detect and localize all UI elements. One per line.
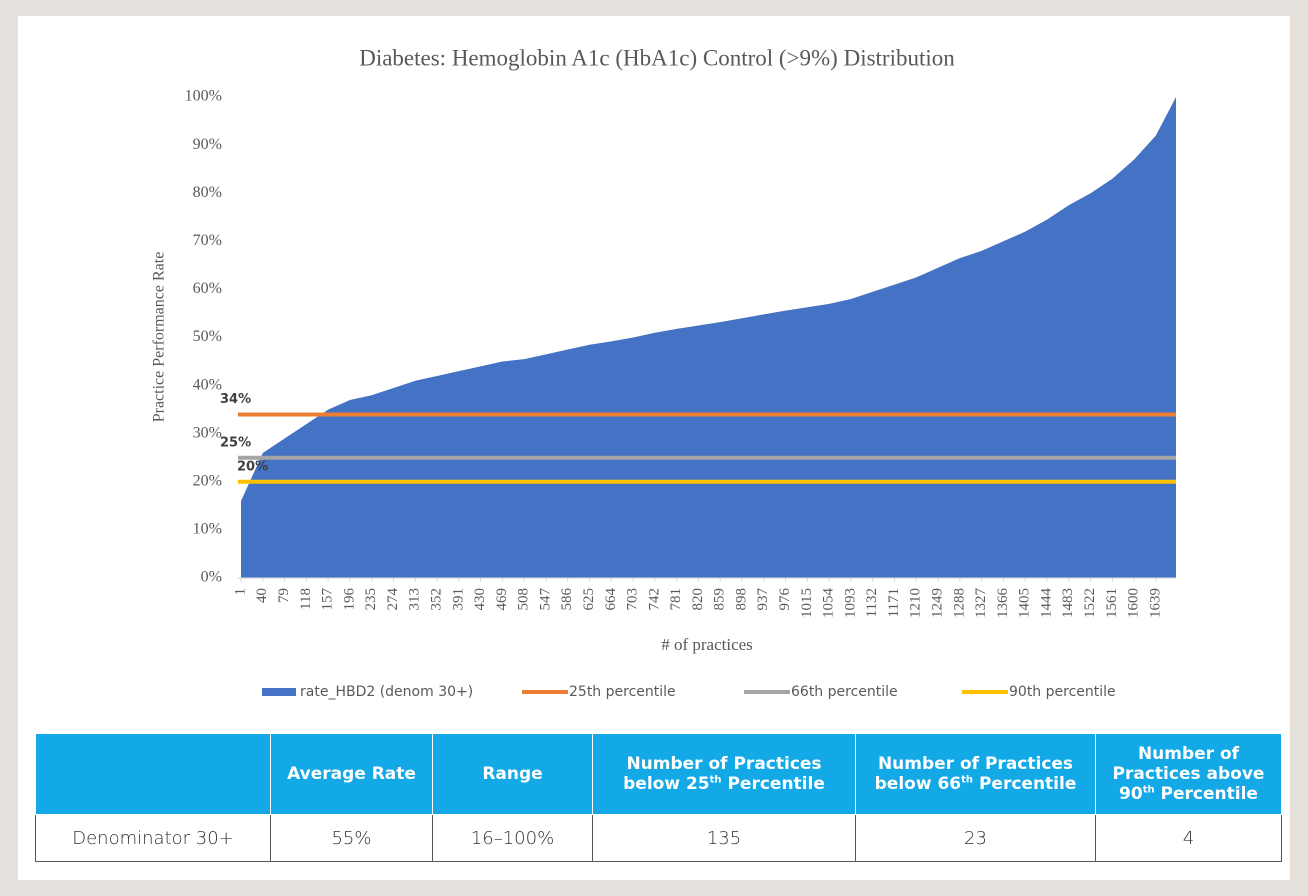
y-tick-label: 100% (185, 88, 222, 105)
legend-label: rate_HBD2 (denom 30+) (300, 684, 473, 700)
x-tick-label: 1522 (1082, 588, 1098, 618)
table-cell: 135 (592, 814, 856, 862)
x-tick-label: 820 (690, 588, 706, 611)
percentile-label: 34% (220, 392, 251, 407)
header-text: Number of Practices above 90 (1112, 744, 1265, 804)
header-text: Percentile (1154, 784, 1258, 804)
table-cell: Denominator 30+ (35, 814, 271, 862)
x-tick-label: 1600 (1126, 588, 1142, 618)
x-tick-label: 196 (341, 588, 357, 611)
x-tick-label: 1054 (821, 588, 837, 619)
x-tick-label: 391 (450, 588, 466, 611)
x-tick-label: 1561 (1104, 588, 1120, 618)
summary-table: Average Rate Range Number of Practices bel… (35, 733, 1282, 862)
x-tick-label: 157 (320, 588, 336, 611)
y-tick-label: 0% (201, 569, 222, 586)
table-cell: 23 (855, 814, 1096, 862)
x-tick-label: 859 (712, 588, 728, 611)
x-tick-label: 79 (276, 588, 292, 603)
y-tick-label: 40% (193, 376, 222, 393)
legend-label: 25th percentile (569, 684, 676, 700)
header-row: Average Rate Range Number of Practices bel… (35, 733, 1282, 815)
y-tick-label: 90% (193, 136, 222, 153)
x-tick-label: 703 (625, 588, 641, 611)
x-tick-label: 1444 (1038, 588, 1054, 619)
y-tick-label: 10% (193, 521, 222, 538)
x-tick-label: 1366 (995, 588, 1011, 619)
x-tick-label: 508 (516, 588, 532, 611)
header-sup: th (1142, 784, 1155, 796)
x-tick-label: 274 (385, 588, 401, 611)
x-tick-label: 547 (537, 588, 553, 611)
x-tick-label: 469 (494, 588, 510, 611)
y-tick-label: 70% (193, 232, 222, 249)
percentile-label: 20% (237, 459, 268, 474)
x-tick-label: 1132 (864, 588, 880, 617)
y-tick-label: 80% (193, 184, 222, 201)
x-tick-label: 1093 (842, 588, 858, 618)
x-tick-label: 1249 (929, 588, 945, 618)
table-cell: 16–100% (432, 814, 593, 862)
header-sup: th (961, 774, 974, 786)
header-text: Number of Practices below 66 (874, 754, 1074, 794)
percentile-label: 25% (220, 435, 251, 450)
x-tick-label: 898 (733, 588, 749, 611)
x-tick-label: 1639 (1147, 588, 1163, 618)
header-cell (35, 733, 271, 815)
header-text: Range (482, 764, 543, 784)
y-tick-label: 20% (193, 472, 222, 489)
header-cell: Range (432, 733, 593, 815)
x-tick-label: 937 (755, 588, 771, 611)
x-tick-label: 664 (603, 588, 619, 611)
x-tick-label: 781 (668, 588, 684, 611)
header-cell: Number of Practices below 25th Percentil… (592, 733, 856, 815)
header-cell: Average Rate (270, 733, 433, 815)
header-cell: Number of Practices above 90th Percentil… (1095, 733, 1282, 815)
x-tick-label: 118 (298, 588, 314, 610)
header-text: Average Rate (287, 764, 416, 784)
x-tick-label: 40 (254, 588, 270, 603)
header-text: Percentile (973, 774, 1077, 794)
table-cell: 4 (1095, 814, 1282, 862)
x-tick-label: 1015 (799, 588, 815, 618)
x-tick-label: 1288 (951, 588, 967, 618)
x-tick-label: 1405 (1017, 588, 1033, 618)
x-tick-label: 1210 (908, 588, 924, 618)
x-tick-label: 430 (472, 588, 488, 611)
x-tick-label: 1327 (973, 588, 989, 619)
x-tick-label: 976 (777, 588, 793, 611)
legend-label: 90th percentile (1009, 684, 1116, 700)
x-tick-label: 1171 (886, 588, 902, 617)
table-cell: 55% (270, 814, 433, 862)
y-tick-label: 50% (193, 328, 222, 345)
x-tick-label: 1 (232, 588, 248, 596)
chart-title: Diabetes: Hemoglobin A1c (HbA1c) Control… (359, 45, 955, 70)
x-axis-title: # of practices (661, 635, 753, 654)
x-tick-label: 625 (581, 588, 597, 611)
y-axis-title: Practice Performance Rate (151, 252, 168, 423)
header-text: Number of Practices below 25 (623, 754, 822, 794)
y-tick-label: 30% (193, 424, 222, 441)
x-tick-label: 742 (646, 588, 662, 611)
x-tick-label: 352 (428, 588, 444, 611)
header-cell: Number of Practices below 66th Percentil… (855, 733, 1096, 815)
x-tick-label: 586 (559, 588, 575, 611)
x-tick-label: 1483 (1060, 588, 1076, 618)
header-sup: th (709, 774, 722, 786)
legend-swatch (262, 688, 296, 696)
x-tick-label: 313 (407, 588, 423, 611)
x-tick-label: 235 (363, 588, 379, 611)
y-tick-label: 60% (193, 280, 222, 297)
header-text: Percentile (721, 774, 825, 794)
legend-label: 66th percentile (791, 684, 898, 700)
table-row: Denominator 30+ 55% 16–100% 135 23 4 (35, 814, 1282, 862)
